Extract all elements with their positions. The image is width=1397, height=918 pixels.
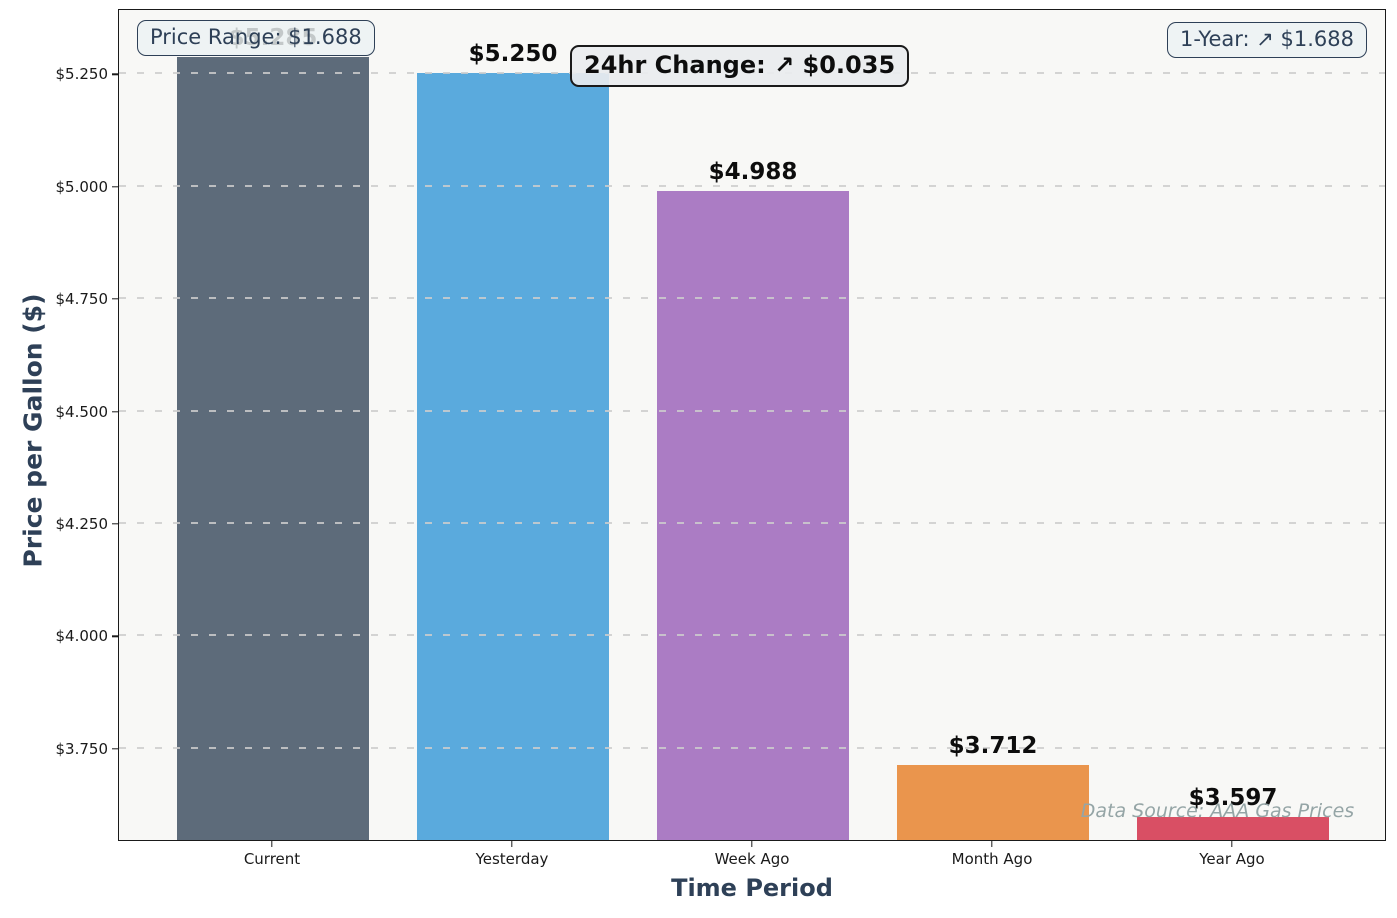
x-tick-label-week-ago: Week Ago bbox=[714, 850, 790, 868]
x-tick-mark bbox=[1231, 841, 1233, 847]
y-tick-mark bbox=[112, 748, 118, 750]
one-year-annotation-box: 1-Year: ↗ $1.688 bbox=[1166, 22, 1367, 58]
24hr-change-annotation-box: 24hr Change: ↗ $0.035 bbox=[570, 45, 910, 87]
bar-year-ago bbox=[1137, 816, 1329, 840]
bar-value-label-week-ago: $4.988 bbox=[708, 159, 798, 186]
x-tick-mark bbox=[511, 841, 513, 847]
y-tick-mark bbox=[112, 185, 118, 188]
bars-layer bbox=[119, 10, 1385, 840]
plot-area: $5.285$5.250$4.988$3.712$3.597 bbox=[118, 9, 1386, 841]
y-axis-title: Price per Gallon ($) bbox=[18, 293, 48, 568]
y-tick-label: $4.250 bbox=[55, 514, 109, 533]
y-tick-mark bbox=[112, 635, 118, 638]
y-tick-mark bbox=[112, 523, 118, 525]
bar-value-label-yesterday: $5.250 bbox=[468, 41, 558, 68]
y-tick-label: $5.000 bbox=[55, 177, 109, 196]
bar-week-ago bbox=[657, 191, 849, 840]
price-range-annotation-box: Price Range: $1.688 bbox=[137, 20, 375, 56]
gridline-3.750 bbox=[119, 746, 1385, 749]
y-tick-label: $5.250 bbox=[55, 65, 109, 84]
y-tick-label: $3.750 bbox=[55, 739, 109, 758]
y-tick-mark bbox=[112, 410, 118, 413]
x-tick-mark bbox=[271, 841, 273, 847]
bar-value-label-month-ago: $3.712 bbox=[948, 732, 1038, 759]
x-tick-label-current: Current bbox=[243, 850, 301, 868]
gridline-4.000 bbox=[119, 634, 1385, 637]
x-tick-label-month-ago: Month Ago bbox=[951, 850, 1033, 868]
bar-month-ago bbox=[897, 764, 1089, 840]
x-tick-label-yesterday: Yesterday bbox=[475, 850, 549, 868]
bar-value-label-year-ago: $3.597 bbox=[1188, 784, 1278, 811]
y-tick-mark bbox=[112, 73, 118, 75]
y-tick-label: $4.500 bbox=[55, 402, 109, 421]
x-tick-mark bbox=[751, 841, 753, 847]
bar-yesterday bbox=[417, 73, 609, 840]
gridline-4.750 bbox=[119, 297, 1385, 300]
y-tick-mark bbox=[112, 298, 118, 300]
y-tick-label: $4.000 bbox=[55, 627, 109, 646]
x-axis-title: Time Period bbox=[671, 874, 833, 902]
gridline-4.250 bbox=[119, 521, 1385, 524]
bar-current bbox=[177, 57, 369, 840]
x-tick-mark bbox=[991, 841, 993, 847]
x-tick-label-year-ago: Year Ago bbox=[1199, 850, 1265, 868]
gridline-5.000 bbox=[119, 184, 1385, 187]
y-tick-label: $4.750 bbox=[55, 290, 109, 309]
data-source-note: Data Source: AAA Gas Prices bbox=[1080, 800, 1355, 822]
gridline-4.500 bbox=[119, 409, 1385, 412]
